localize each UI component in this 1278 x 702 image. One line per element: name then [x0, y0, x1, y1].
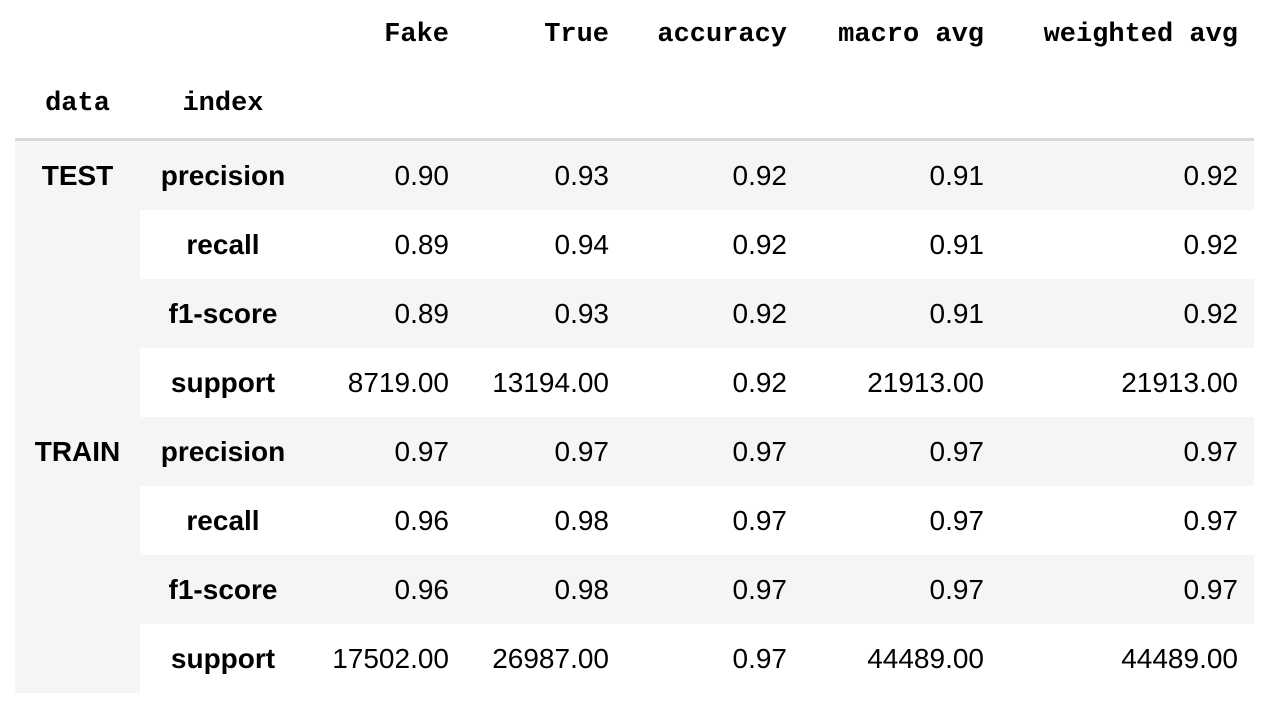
- table-cell: 0.98: [465, 555, 625, 624]
- table-cell: 0.97: [1000, 417, 1254, 486]
- table-cell: 0.89: [306, 210, 465, 279]
- table-cell: 0.97: [803, 486, 1000, 555]
- table-cell: 0.92: [625, 279, 803, 348]
- blank-header-cell: [15, 0, 140, 69]
- dataframe-container: Fake True accuracy macro avg weighted av…: [15, 0, 1254, 693]
- table-cell: 0.97: [625, 624, 803, 693]
- table-cell: 0.97: [625, 555, 803, 624]
- table-cell: 0.93: [465, 279, 625, 348]
- blank-header-cell: [625, 69, 803, 141]
- table-row: support 8719.00 13194.00 0.92 21913.00 21913.…: [15, 348, 1254, 417]
- blank-header-cell: [306, 69, 465, 141]
- table-cell: 8719.00: [306, 348, 465, 417]
- table-cell: 21913.00: [803, 348, 1000, 417]
- table-cell: 0.96: [306, 555, 465, 624]
- table-cell: 0.92: [625, 210, 803, 279]
- column-header-true: True: [544, 19, 609, 50]
- table-cell: 0.92: [1000, 139, 1254, 210]
- table-cell: 0.91: [803, 139, 1000, 210]
- table-cell: 0.98: [465, 486, 625, 555]
- table-cell: 17502.00: [306, 624, 465, 693]
- group-label-train: TRAIN: [15, 417, 140, 693]
- index-name-data: data: [15, 69, 140, 141]
- table-row: recall 0.96 0.98 0.97 0.97 0.97: [15, 486, 1254, 555]
- table-cell: 0.97: [306, 417, 465, 486]
- table-cell: 0.97: [803, 555, 1000, 624]
- table-row: TRAIN precision 0.97 0.97 0.97 0.97 0.97: [15, 417, 1254, 693]
- column-header-row: Fake True accuracy macro avg weighted av…: [15, 0, 1254, 69]
- table-cell: 0.93: [465, 139, 625, 210]
- table-cell: 0.89: [306, 279, 465, 348]
- table-cell: 0.97: [1000, 486, 1254, 555]
- row-index-f1-score: f1-score: [140, 279, 306, 348]
- row-index-support: support: [140, 348, 306, 417]
- table-cell: 0.97: [625, 486, 803, 555]
- table-cell: 0.96: [306, 486, 465, 555]
- table-cell: 0.92: [1000, 210, 1254, 279]
- row-index-precision: precision: [140, 139, 306, 210]
- table-row: f1-score 0.89 0.93 0.92 0.91 0.92: [15, 279, 1254, 348]
- table-row: TEST precision 0.90 0.93 0.92 0.91 0.92: [15, 139, 1254, 417]
- row-index-f1-score: f1-score: [140, 555, 306, 624]
- table-body: TEST precision 0.90 0.93 0.92 0.91 0.92 recall 0…: [15, 139, 1254, 693]
- table-row: support 17502.00 26987.00 0.97 44489.00 44489…: [15, 624, 1254, 693]
- column-header-fake: Fake: [384, 19, 449, 50]
- row-index-precision: precision: [140, 417, 306, 486]
- row-index-recall: recall: [140, 486, 306, 555]
- column-header-accuracy: accuracy: [657, 19, 787, 50]
- blank-header-cell: [140, 0, 306, 69]
- table-cell: 0.92: [625, 348, 803, 417]
- blank-header-cell: [465, 69, 625, 141]
- row-index-support: support: [140, 624, 306, 693]
- table-cell: 0.97: [465, 417, 625, 486]
- table-cell: 0.97: [625, 417, 803, 486]
- table-cell: 13194.00: [465, 348, 625, 417]
- table-cell: 0.97: [1000, 555, 1254, 624]
- table-cell: 44489.00: [803, 624, 1000, 693]
- table-cell: 44489.00: [1000, 624, 1254, 693]
- table-cell: 0.92: [1000, 279, 1254, 348]
- table-cell: 26987.00: [465, 624, 625, 693]
- classification-report-table: Fake True accuracy macro avg weighted av…: [15, 0, 1254, 693]
- blank-header-cell: [803, 69, 1000, 141]
- table-cell: 0.90: [306, 139, 465, 210]
- group-label-test: TEST: [15, 139, 140, 417]
- table-row: recall 0.89 0.94 0.92 0.91 0.92: [15, 210, 1254, 279]
- column-header-macro-avg: macro avg: [838, 19, 984, 50]
- table-cell: 0.97: [803, 417, 1000, 486]
- index-name-row: data index: [15, 69, 1254, 141]
- table-cell: 0.92: [625, 139, 803, 210]
- table-cell: 0.91: [803, 210, 1000, 279]
- column-header-weighted-avg: weighted avg: [1043, 19, 1238, 50]
- blank-header-cell: [1000, 69, 1254, 141]
- table-cell: 0.91: [803, 279, 1000, 348]
- table-cell: 0.94: [465, 210, 625, 279]
- index-name-index: index: [140, 69, 306, 141]
- table-cell: 21913.00: [1000, 348, 1254, 417]
- row-index-recall: recall: [140, 210, 306, 279]
- table-row: f1-score 0.96 0.98 0.97 0.97 0.97: [15, 555, 1254, 624]
